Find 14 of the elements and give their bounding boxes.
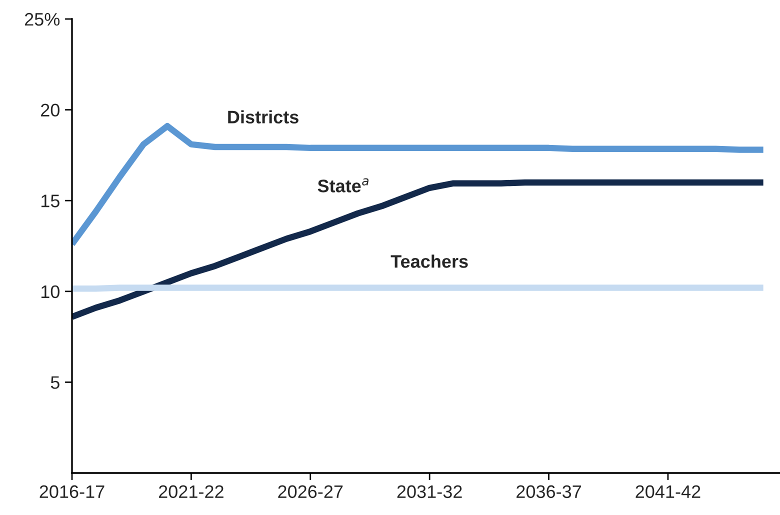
series-label: Districts [228, 110, 298, 124]
x-tick-label: 2031-32 [397, 485, 462, 498]
x-tick-label: 2016-17 [40, 485, 104, 498]
x-tick-label: 2026-27 [278, 485, 343, 498]
x-tick-label: 2036-37 [516, 485, 581, 498]
series-label: State$^{a}$ [318, 178, 368, 192]
x-tick-label: 2021-22 [158, 485, 224, 498]
series-label: Teachers [390, 254, 468, 268]
y-tick-label: 10 [41, 285, 60, 298]
x-tick-label: 2041-42 [636, 485, 700, 498]
y-tick-label: 20 [41, 104, 60, 117]
y-tick-label: 25% [24, 12, 60, 26]
y-tick-label: 15 [41, 194, 60, 208]
y-tick-label: 5 [50, 376, 60, 389]
